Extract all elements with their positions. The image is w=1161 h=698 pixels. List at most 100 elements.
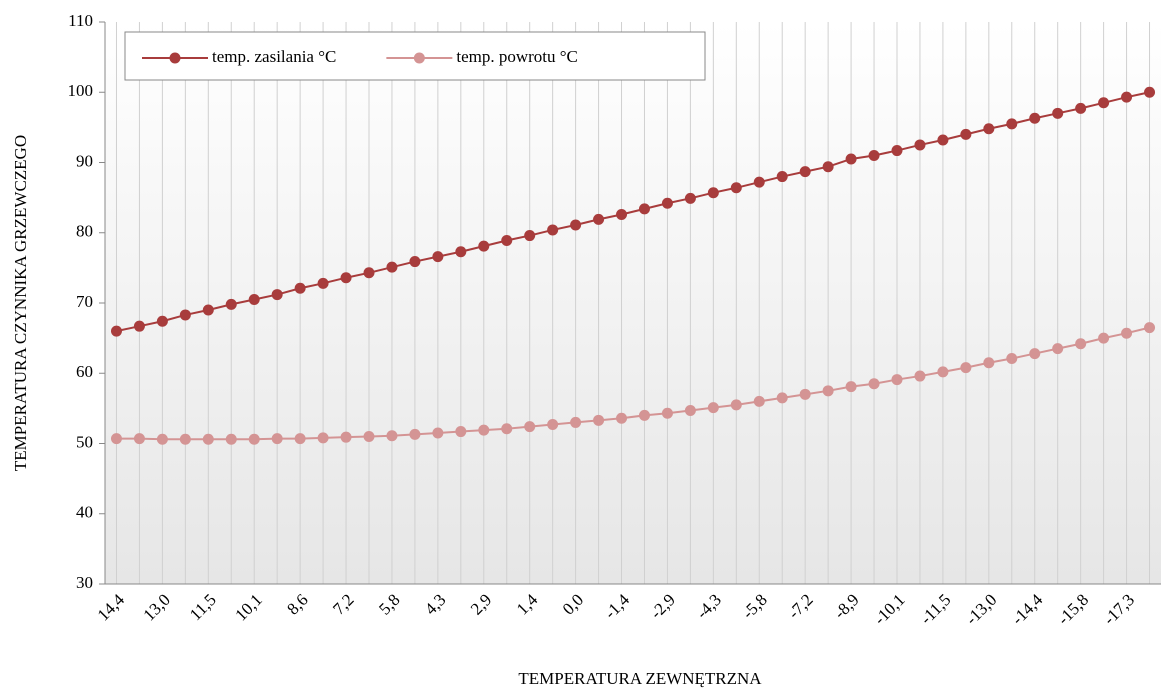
data-point xyxy=(845,381,857,393)
series-line xyxy=(116,91,1150,333)
data-point xyxy=(845,153,857,165)
data-point xyxy=(363,430,375,442)
data-point xyxy=(248,433,260,445)
data-point xyxy=(707,402,719,414)
data-point xyxy=(638,203,650,215)
legend-label: temp. powrotu °C xyxy=(456,47,578,66)
data-point xyxy=(868,149,880,161)
x-tick-label: -8,9 xyxy=(830,590,862,622)
data-point xyxy=(1144,86,1156,98)
data-point xyxy=(501,234,513,246)
data-point xyxy=(1029,112,1041,124)
x-tick-label: 0,0 xyxy=(559,590,587,618)
data-point xyxy=(593,213,605,225)
legend-marker xyxy=(413,52,425,64)
y-tick-label: 90 xyxy=(76,151,93,170)
data-point xyxy=(1052,107,1064,119)
y-tick-label: 30 xyxy=(76,573,93,592)
data-point xyxy=(110,433,122,445)
data-point xyxy=(478,240,490,252)
data-point xyxy=(1098,332,1110,344)
data-point xyxy=(914,139,926,151)
data-point xyxy=(386,430,398,442)
y-axis-title: TEMPERATURA CZYNNIKA GRZEWCZEGO xyxy=(11,135,30,471)
data-point xyxy=(937,134,949,146)
data-point xyxy=(225,298,237,310)
data-point xyxy=(661,197,673,209)
y-tick-label: 100 xyxy=(68,81,94,100)
data-point xyxy=(730,399,742,411)
data-point xyxy=(363,267,375,279)
data-point xyxy=(1075,338,1087,350)
data-point xyxy=(983,123,995,135)
legend-marker xyxy=(169,52,181,64)
x-tick-label: -11,5 xyxy=(916,590,954,628)
data-point xyxy=(799,388,811,400)
data-point xyxy=(684,404,696,416)
data-point xyxy=(891,145,903,157)
data-point xyxy=(432,251,444,263)
x-tick-label: -10,1 xyxy=(870,590,908,628)
x-tick-label: 10,1 xyxy=(231,590,265,624)
data-point xyxy=(133,433,145,445)
data-point xyxy=(455,426,467,438)
data-point xyxy=(386,261,398,273)
data-point xyxy=(179,433,191,445)
data-point xyxy=(409,256,421,268)
data-point xyxy=(1144,322,1156,334)
data-point xyxy=(868,378,880,390)
data-point xyxy=(317,432,329,444)
data-point xyxy=(960,128,972,140)
data-point xyxy=(156,315,168,327)
data-point xyxy=(317,277,329,289)
data-point xyxy=(661,407,673,419)
data-point xyxy=(110,325,122,337)
data-point xyxy=(937,366,949,378)
data-point xyxy=(684,192,696,204)
data-point xyxy=(547,224,559,236)
data-point xyxy=(1006,118,1018,130)
data-point xyxy=(156,433,168,445)
x-tick-label: -4,3 xyxy=(692,590,724,622)
x-tick-label: -13,0 xyxy=(962,590,1000,628)
x-tick-label: 5,8 xyxy=(375,590,403,618)
data-point xyxy=(638,409,650,421)
data-point xyxy=(179,309,191,321)
data-point xyxy=(1052,343,1064,355)
data-point xyxy=(799,166,811,178)
data-point xyxy=(1006,352,1018,364)
x-tick-label: -15,8 xyxy=(1054,590,1092,628)
x-tick-label: 8,6 xyxy=(283,590,311,618)
data-point xyxy=(822,161,834,173)
data-point xyxy=(822,385,834,397)
x-tick-label: 1,4 xyxy=(513,590,542,619)
data-point xyxy=(593,414,605,426)
x-tick-label: -17,3 xyxy=(1100,590,1138,628)
x-tick-label: 2,9 xyxy=(467,590,495,618)
data-point xyxy=(524,421,536,433)
x-tick-label: -1,4 xyxy=(601,590,634,623)
data-point xyxy=(1121,327,1133,339)
x-tick-label: 4,3 xyxy=(421,590,449,618)
data-point xyxy=(730,182,742,194)
data-point xyxy=(616,208,628,220)
plot-area xyxy=(105,22,1161,584)
data-point xyxy=(271,433,283,445)
data-point xyxy=(891,374,903,386)
data-point xyxy=(1075,102,1087,114)
y-tick-label: 50 xyxy=(76,432,93,451)
y-tick-label: 70 xyxy=(76,292,93,311)
data-point xyxy=(1121,91,1133,103)
data-point xyxy=(753,176,765,188)
data-point xyxy=(616,412,628,424)
data-point xyxy=(501,423,513,435)
data-point xyxy=(707,187,719,199)
data-point xyxy=(455,246,467,258)
data-point xyxy=(1098,97,1110,109)
y-tick-label: 40 xyxy=(76,503,93,522)
x-tick-label: 13,0 xyxy=(140,590,174,624)
data-point xyxy=(1029,348,1041,360)
legend-label: temp. zasilania °C xyxy=(212,47,336,66)
data-point xyxy=(753,395,765,407)
x-tick-label: -2,9 xyxy=(647,590,679,622)
